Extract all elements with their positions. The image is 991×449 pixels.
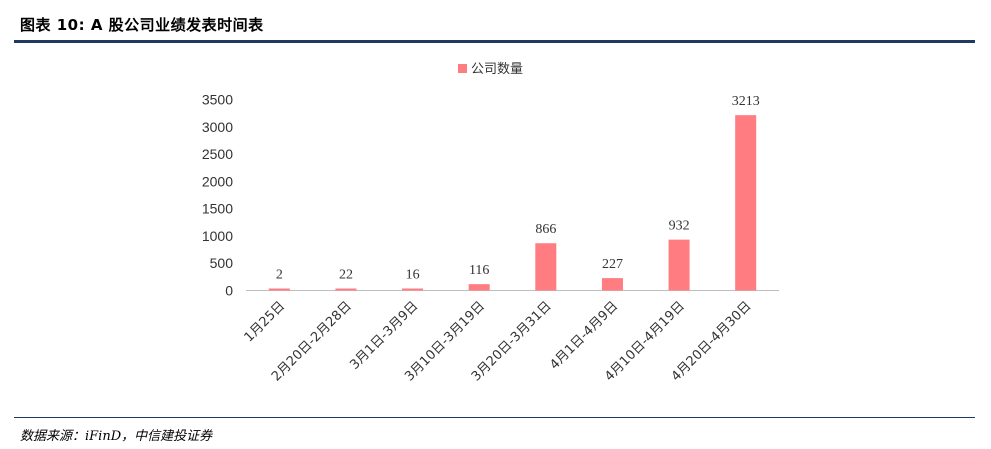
bar [535, 243, 557, 291]
bar [402, 288, 424, 291]
y-tick-label: 2000 [202, 173, 233, 189]
data-label: 227 [602, 257, 623, 272]
bar [735, 115, 757, 291]
bar [468, 284, 490, 291]
y-tick-label: 3500 [202, 92, 233, 108]
data-label: 22 [339, 268, 353, 283]
y-tick-label: 500 [210, 255, 234, 271]
chart-title: 图表 10: A 股公司业绩发表时间表 [20, 16, 264, 34]
y-tick-label: 1000 [202, 228, 233, 244]
title-divider [14, 40, 975, 43]
y-tick-label: 0 [225, 283, 233, 299]
x-tick-label: 3月1日-3月9日 [347, 299, 421, 373]
bar [668, 239, 690, 291]
x-tick-label: 4月1日-4月9日 [547, 299, 621, 373]
bar [268, 288, 290, 291]
y-tick-label: 3000 [202, 119, 233, 135]
footer-divider [14, 417, 975, 418]
data-label: 116 [469, 263, 489, 278]
data-label: 932 [669, 219, 690, 234]
y-tick-label: 2500 [202, 146, 233, 162]
x-tick-label: 1月25日 [242, 299, 289, 346]
data-label: 2 [276, 268, 283, 283]
data-label: 16 [406, 268, 420, 283]
data-label: 3213 [732, 94, 760, 109]
source-note: 数据来源：iFinD，中信建投证券 [20, 429, 213, 444]
bar [335, 288, 357, 291]
y-tick-label: 1500 [202, 201, 233, 217]
bar [601, 278, 623, 291]
legend-label: 公司数量 [471, 62, 523, 77]
data-label: 866 [535, 222, 556, 237]
legend-swatch [458, 64, 467, 73]
